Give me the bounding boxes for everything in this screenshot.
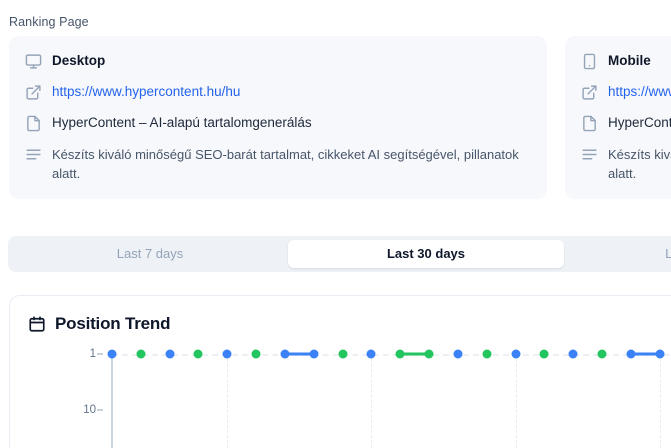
device-card-desktop: Desktop https://www.hypercontent.hu/hu bbox=[9, 36, 547, 199]
section-label: Ranking Page bbox=[9, 15, 89, 29]
data-point[interactable] bbox=[395, 349, 405, 359]
text-lines-icon bbox=[25, 146, 42, 163]
gridline-vertical bbox=[659, 354, 661, 448]
data-point[interactable] bbox=[165, 349, 175, 359]
tab-last-30-days[interactable]: Last 30 days bbox=[288, 240, 564, 268]
page-title: HyperContent – AI-alapú tartalomgenerálá… bbox=[52, 115, 312, 130]
series-baseline bbox=[112, 354, 671, 356]
page-title: HyperContent – AI-alapú tartalomgenerálá… bbox=[608, 115, 671, 130]
monitor-icon bbox=[25, 53, 42, 70]
text-lines-icon bbox=[581, 146, 598, 163]
y-tick-mark bbox=[97, 353, 103, 355]
smartphone-icon bbox=[581, 53, 598, 70]
y-tick-label: 10 bbox=[83, 404, 96, 417]
data-point[interactable] bbox=[193, 349, 203, 359]
data-point[interactable] bbox=[424, 349, 434, 359]
gridline-vertical bbox=[371, 354, 373, 448]
data-point[interactable] bbox=[136, 349, 146, 359]
y-tick-label: 1 bbox=[89, 348, 96, 360]
device-name: Desktop bbox=[52, 53, 106, 68]
y-axis-labels: 11020 bbox=[28, 348, 106, 448]
tab-last-90-days[interactable]: Last 90 days bbox=[665, 246, 671, 261]
y-axis-line bbox=[111, 354, 113, 448]
device-name-row: Mobile bbox=[581, 52, 671, 70]
device-card-mobile: Mobile https://www.hypercontent.hu/hu bbox=[565, 36, 671, 199]
data-point[interactable] bbox=[511, 349, 521, 359]
document-icon bbox=[25, 115, 42, 132]
position-trend-card: Position Trend 11020 bbox=[9, 295, 671, 448]
data-point[interactable] bbox=[309, 349, 319, 359]
calendar-icon bbox=[28, 315, 46, 333]
device-name-row: Desktop bbox=[25, 52, 529, 70]
device-url-link[interactable]: https://www.hypercontent.hu/hu bbox=[52, 84, 241, 99]
page-title-row: HyperContent – AI-alapú tartalomgenerálá… bbox=[581, 114, 671, 132]
page-title-row: HyperContent – AI-alapú tartalomgenerálá… bbox=[25, 114, 529, 132]
data-point[interactable] bbox=[453, 349, 463, 359]
series-segment bbox=[630, 352, 660, 356]
data-point[interactable] bbox=[222, 349, 232, 359]
chart-header: Position Trend bbox=[28, 314, 671, 334]
data-point[interactable] bbox=[568, 349, 578, 359]
data-point[interactable] bbox=[655, 349, 665, 359]
tab-last-7-days[interactable]: Last 7 days bbox=[116, 246, 184, 261]
device-name: Mobile bbox=[608, 53, 651, 68]
page-description: Készíts kiváló minőségű SEO-barát tartal… bbox=[52, 147, 519, 181]
data-point[interactable] bbox=[338, 349, 348, 359]
chart-title: Position Trend bbox=[55, 314, 171, 333]
device-url-link[interactable]: https://www.hypercontent.hu/hu bbox=[608, 84, 671, 99]
y-tick-mark bbox=[97, 409, 103, 411]
data-point[interactable] bbox=[539, 349, 549, 359]
device-cards-row: Desktop https://www.hypercontent.hu/hu bbox=[9, 36, 671, 199]
data-point[interactable] bbox=[597, 349, 607, 359]
gridline-vertical bbox=[227, 354, 229, 448]
position-trend-plot: 11020 bbox=[28, 348, 671, 448]
data-point[interactable] bbox=[626, 349, 636, 359]
page-description-row: Készíts kiváló minőségű SEO-barát tartal… bbox=[581, 145, 671, 183]
page-description-row: Készíts kiváló minőségű SEO-barát tartal… bbox=[25, 145, 529, 183]
external-link-icon bbox=[25, 84, 42, 101]
data-point[interactable] bbox=[366, 349, 376, 359]
data-point[interactable] bbox=[107, 349, 117, 359]
page-description: Készíts kiváló minőségű SEO-barát tartal… bbox=[608, 147, 671, 181]
document-icon bbox=[581, 115, 598, 132]
gridline-vertical bbox=[515, 354, 517, 448]
device-url-row[interactable]: https://www.hypercontent.hu/hu bbox=[581, 83, 671, 101]
data-point[interactable] bbox=[280, 349, 290, 359]
series-segment bbox=[284, 352, 314, 356]
date-range-tabs: Last 7 days Last 30 days Last 90 days bbox=[8, 236, 671, 272]
external-link-icon bbox=[581, 84, 598, 101]
data-point[interactable] bbox=[482, 349, 492, 359]
device-url-row[interactable]: https://www.hypercontent.hu/hu bbox=[25, 83, 529, 101]
series-segment bbox=[400, 352, 430, 356]
data-point[interactable] bbox=[251, 349, 261, 359]
